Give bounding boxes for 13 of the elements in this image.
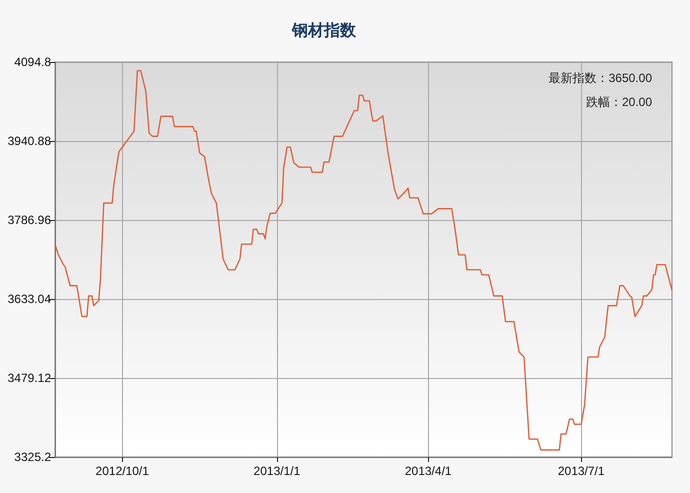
y-tick-label: 3786.96 — [8, 213, 52, 227]
y-tick-label: 3633.04 — [8, 292, 52, 306]
y-tick-label: 4094.8 — [14, 55, 52, 69]
x-tick-label: 2013/4/1 — [404, 464, 452, 478]
chart-title: 钢材指数 — [291, 22, 357, 40]
annotation: 跌幅：20.00 — [586, 95, 652, 109]
y-tick-label: 3479.12 — [8, 371, 52, 385]
y-tick-label: 3325.2 — [14, 450, 52, 464]
x-tick-label: 2012/10/1 — [96, 464, 150, 478]
x-tick-label: 2013/7/1 — [558, 464, 605, 478]
line-series — [54, 70, 673, 451]
y-tick-label: 3940.88 — [8, 134, 52, 148]
x-tick-label: 2013/1/1 — [254, 464, 301, 478]
